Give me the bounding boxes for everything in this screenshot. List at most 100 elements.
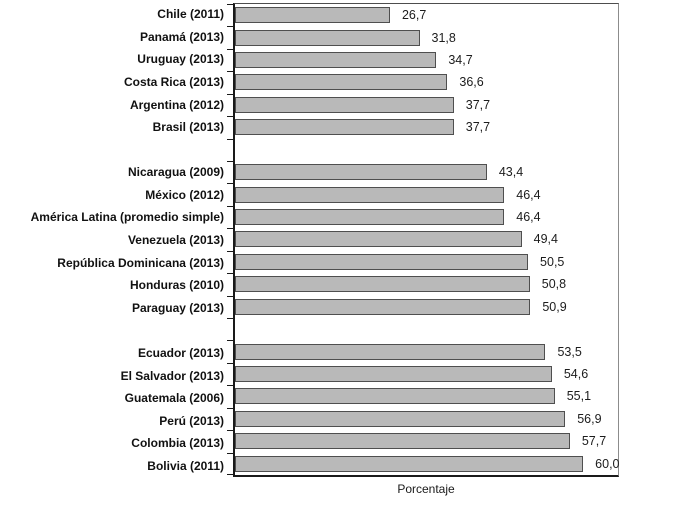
bar <box>235 29 420 46</box>
category-label-gap <box>0 138 224 161</box>
bar <box>235 164 487 181</box>
bar <box>235 410 566 427</box>
category-label: Argentina (2012) <box>129 97 224 112</box>
x-axis-title: Porcentaje <box>397 482 455 496</box>
chart-row: 31,8 <box>235 26 618 48</box>
value-label: 54,6 <box>563 366 589 381</box>
chart-row: 60,0 <box>235 452 620 474</box>
category-label: Bolivia (2011) <box>147 458 224 473</box>
category-tick <box>227 228 233 230</box>
value-label: 53,5 <box>557 344 582 359</box>
category-tick <box>227 205 233 207</box>
value-label: 31,8 <box>431 30 456 45</box>
value-label: 49,4 <box>533 232 558 247</box>
category-label: Panamá (2013) <box>139 29 224 44</box>
value-label: 37,7 <box>465 97 491 112</box>
value-label: 50,9 <box>542 299 567 314</box>
bar <box>235 253 529 270</box>
category-tick <box>227 362 233 364</box>
category-label: México (2012) <box>145 187 224 202</box>
plot-area: 26,7 31,8 34,7 36,6 37,7 37,7 43,4 46,4 46,4 49,4… <box>227 3 620 477</box>
value-label: 50,8 <box>541 277 567 292</box>
bar <box>235 186 505 203</box>
category-tick <box>227 48 233 50</box>
category-label: América Latina (promedio simple) <box>30 210 224 225</box>
chart-row: 34,7 <box>235 49 618 71</box>
chart-row-gap <box>235 318 618 340</box>
category-label: República Dominicana (2013) <box>57 255 224 270</box>
bar <box>235 96 454 113</box>
chart-row: 57,7 <box>235 430 618 452</box>
category-tick <box>227 340 233 342</box>
category-tick <box>227 138 233 140</box>
value-label: 36,6 <box>459 75 484 90</box>
chart-row: 36,6 <box>235 71 618 93</box>
category-tick <box>227 407 233 409</box>
value-label: 46,4 <box>516 187 541 202</box>
chart-row: 37,7 <box>235 94 618 116</box>
category-tick <box>227 295 233 297</box>
chart-row: 46,4 <box>235 183 618 205</box>
chart-row: 50,8 <box>235 273 618 295</box>
value-label: 55,1 <box>566 389 592 404</box>
category-label: Costa Rica (2013) <box>123 75 224 90</box>
category-label: Uruguay (2013) <box>137 52 224 67</box>
category-label: Colombia (2013) <box>131 436 224 451</box>
category-axis-labels: Chile (2011) Panamá (2013) Uruguay (2013) C… <box>0 3 224 477</box>
chart-row: 55,1 <box>235 385 618 407</box>
chart-row-gap <box>235 139 618 161</box>
category-tick <box>227 430 233 432</box>
category-tick <box>227 273 233 275</box>
chart-row: 49,4 <box>235 228 618 250</box>
category-label: Paraguay (2013) <box>131 300 224 315</box>
category-label: Perú (2013) <box>159 413 224 428</box>
category-tick <box>227 250 233 252</box>
chart-row: 56,9 <box>235 408 618 430</box>
category-tick <box>227 71 233 73</box>
category-tick <box>227 474 233 475</box>
bar <box>235 209 505 225</box>
category-tick <box>227 385 233 387</box>
category-tick <box>227 26 233 28</box>
value-label: 43,4 <box>498 165 524 180</box>
bar <box>235 74 448 91</box>
category-tick <box>227 116 233 118</box>
value-label: 60,0 <box>595 456 620 471</box>
category-label: Venezuela (2013) <box>127 233 224 248</box>
category-tick <box>227 160 233 162</box>
chart-row: 50,9 <box>235 295 618 317</box>
category-label-gap <box>0 319 224 342</box>
chart-row: 43,4 <box>235 161 618 183</box>
category-tick <box>227 317 233 319</box>
chart-row: 26,7 <box>235 4 618 26</box>
bar <box>235 365 552 382</box>
category-label: Ecuador (2013) <box>137 345 224 360</box>
category-label: Chile (2011) <box>157 7 224 22</box>
category-label: Honduras (2010) <box>129 278 224 293</box>
chart-row: 53,5 <box>235 340 618 362</box>
category-label: Guatemala (2006) <box>124 391 224 406</box>
bar <box>235 298 531 315</box>
chart-row: 54,6 <box>235 363 618 385</box>
value-label: 34,7 <box>448 53 473 68</box>
bar <box>235 433 570 450</box>
category-tick <box>227 4 233 5</box>
category-tick <box>227 93 233 95</box>
category-label: El Salvador (2013) <box>120 368 224 383</box>
value-label: 50,5 <box>540 254 565 269</box>
bar <box>235 343 546 360</box>
bar <box>235 119 454 136</box>
chart-row: 37,7 <box>235 116 618 138</box>
value-label: 37,7 <box>465 120 491 135</box>
value-label: 46,4 <box>516 210 541 224</box>
value-label: 26,7 <box>401 8 427 23</box>
category-label: Brasil (2013) <box>152 120 224 135</box>
value-label: 57,7 <box>581 434 607 449</box>
category-tick <box>227 183 233 185</box>
category-tick <box>227 452 233 454</box>
bar <box>235 455 584 472</box>
bar <box>235 7 390 24</box>
bar <box>235 276 530 293</box>
value-label: 56,9 <box>577 411 602 426</box>
